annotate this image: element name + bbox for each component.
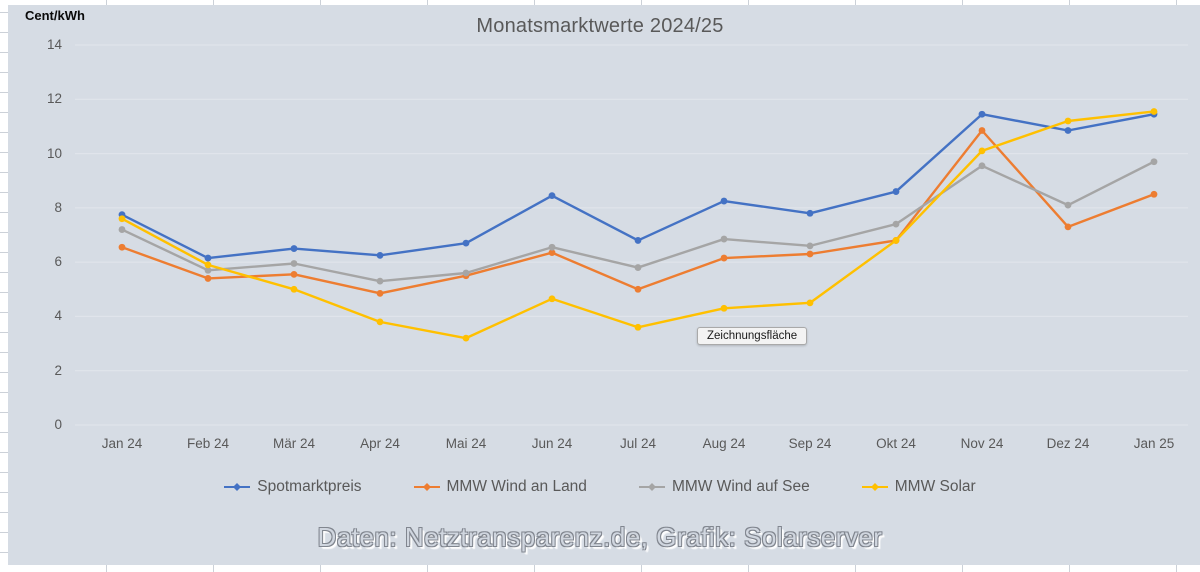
spreadsheet-row-bottom — [0, 565, 1200, 572]
y-tick-label: 12 — [46, 91, 62, 107]
legend-item-mmw-wind-auf-see[interactable]: MMW Wind auf See — [638, 478, 810, 496]
chart-title: Monatsmarktwerte 2024/25 — [476, 15, 724, 37]
x-tick-label: Mär 24 — [272, 436, 316, 451]
legend-item-spotmarktpreis[interactable]: Spotmarktpreis — [224, 478, 362, 496]
y-tick-label: 8 — [54, 199, 62, 215]
legend-label: MMW Wind an Land — [446, 478, 587, 495]
legend-label: MMW Wind auf See — [671, 478, 810, 495]
legend-item-mmw-wind-an-land[interactable]: MMW Wind an Land — [413, 478, 587, 496]
legend: Spotmarktpreis MMW Wind an Land MMW Wind… — [0, 474, 1200, 500]
y-tick-label: 2 — [54, 362, 62, 378]
caption: Daten: Netztransparenz.de, Grafik: Solar… — [317, 522, 883, 552]
x-tick-label: Jun 24 — [531, 436, 573, 451]
y-tick-label: 14 — [46, 37, 62, 52]
y-tick-label: 0 — [54, 417, 62, 432]
spreadsheet-column-left — [0, 0, 8, 572]
legend-item-mmw-solar[interactable]: MMW Solar — [861, 478, 976, 496]
spreadsheet-row-top — [0, 0, 1200, 5]
x-tick-label: Aug 24 — [702, 436, 746, 451]
x-tick-label: Nov 24 — [960, 436, 1004, 451]
x-tick-label: Okt 24 — [876, 436, 916, 451]
line-marker-icon — [224, 483, 251, 491]
x-tick-label: Jul 24 — [619, 436, 657, 451]
x-tick-label: Apr 24 — [360, 436, 400, 451]
x-tick-label: Mai 24 — [445, 436, 487, 451]
x-tick-label: Jan 24 — [101, 436, 143, 451]
x-tick-label: Dez 24 — [1046, 436, 1090, 451]
x-tick-label: Sep 24 — [788, 436, 832, 451]
line-marker-icon — [861, 483, 888, 491]
chart-panel — [8, 5, 1200, 565]
y-axis-title: Cent/kWh — [25, 8, 85, 23]
y-tick-label: 4 — [54, 308, 62, 324]
legend-label: MMW Solar — [894, 478, 976, 495]
legend-label: Spotmarktpreis — [257, 478, 362, 495]
x-tick-label: Feb 24 — [186, 436, 230, 451]
line-marker-icon — [413, 483, 440, 491]
line-marker-icon — [638, 483, 665, 491]
plot-area-tooltip: Zeichnungsfläche — [697, 327, 808, 345]
y-tick-label: 6 — [54, 254, 62, 270]
y-tick-label: 10 — [46, 145, 62, 161]
x-tick-label: Jan 25 — [1133, 436, 1175, 451]
